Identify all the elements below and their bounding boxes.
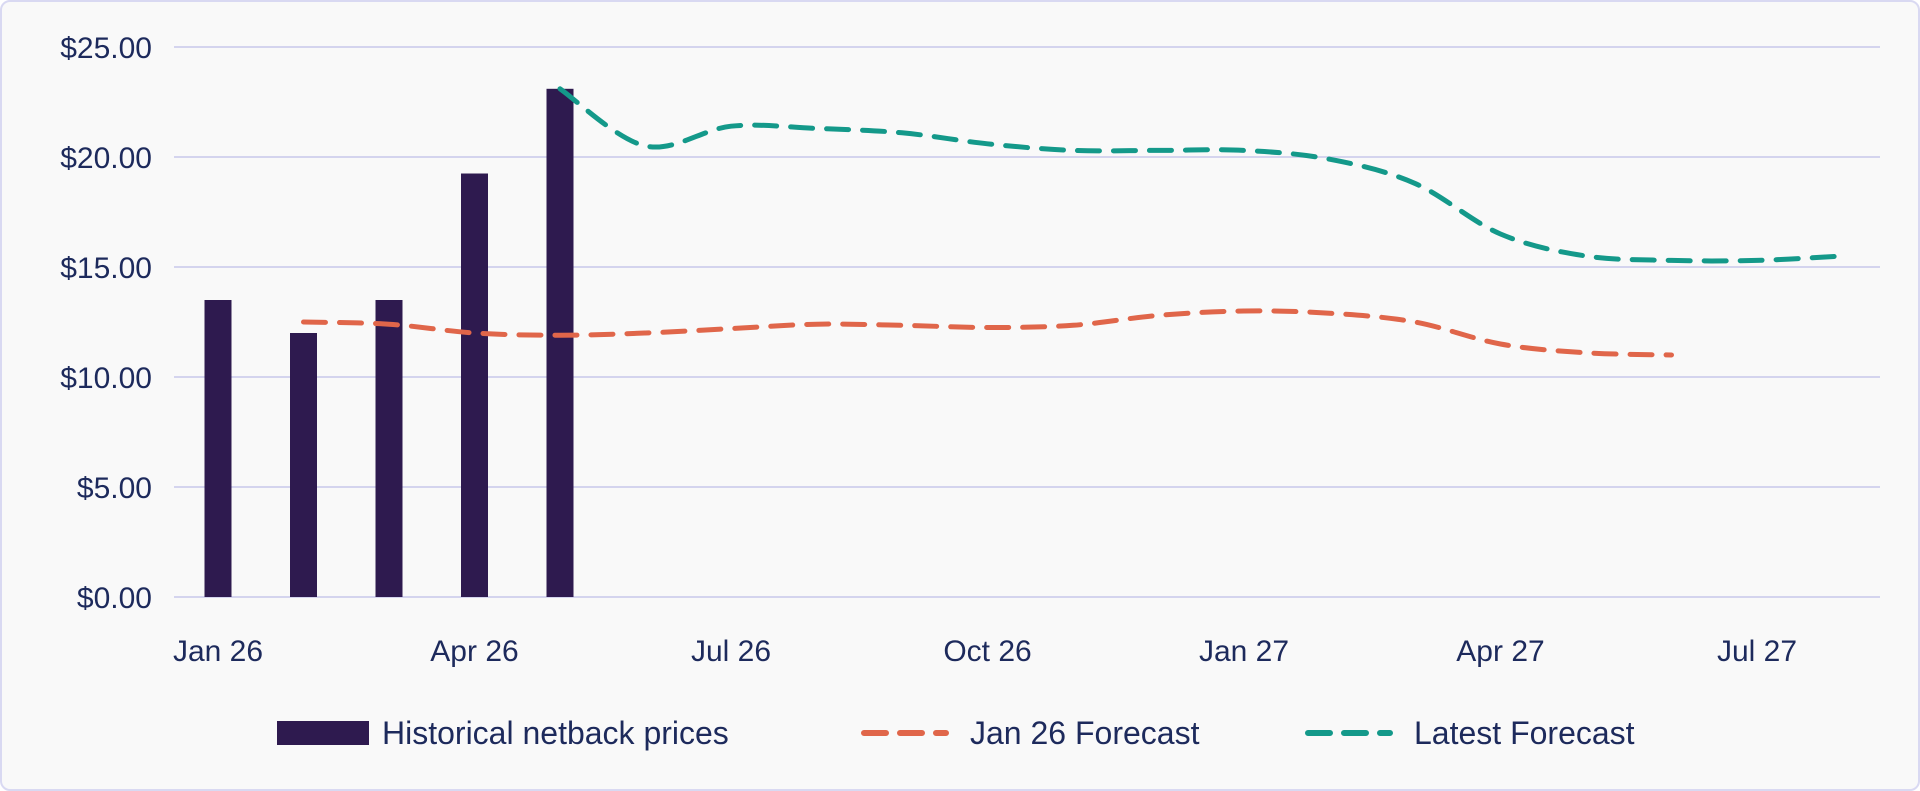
x-tick-label: Apr 27 [1456,635,1544,668]
jan-26-forecast-line [301,308,1674,358]
legend-label-latest-forecast: Latest Forecast [1414,715,1635,751]
bar [204,300,232,597]
bars [204,88,574,598]
y-axis-ticks: $0.00 $5.00 $10.00 $15.00 $20.00 $25.00 [60,32,152,615]
x-tick-label: Apr 26 [430,635,518,668]
y-tick-label: $25.00 [60,32,152,65]
x-tick-label: Jan 27 [1199,635,1289,668]
bar [290,333,317,597]
x-axis-ticks: Jan 26 Apr 26 Jul 26 Oct 26 Jan 27 Apr 27 Jul … [173,635,1797,668]
bar [461,173,488,597]
gridlines [174,46,1880,598]
forecast-lines [301,86,1845,358]
bar [375,300,403,597]
y-tick-label: $5.00 [77,472,152,505]
x-tick-label: Oct 26 [943,635,1031,668]
x-tick-label: Jan 26 [173,635,263,668]
y-tick-label: $10.00 [60,362,152,395]
latest-forecast-line [557,86,1845,264]
x-tick-label: Jul 26 [691,635,771,668]
legend-label-jan-26-forecast: Jan 26 Forecast [970,715,1200,751]
legend-swatch-historical [277,721,369,745]
legend: Historical netback prices Jan 26 Forecast… [277,715,1635,751]
y-tick-label: $0.00 [77,582,152,615]
x-tick-label: Jul 27 [1717,635,1797,668]
y-tick-label: $20.00 [60,142,152,175]
legend-label-historical: Historical netback prices [382,715,729,751]
bar [546,88,574,598]
y-tick-label: $15.00 [60,252,152,285]
